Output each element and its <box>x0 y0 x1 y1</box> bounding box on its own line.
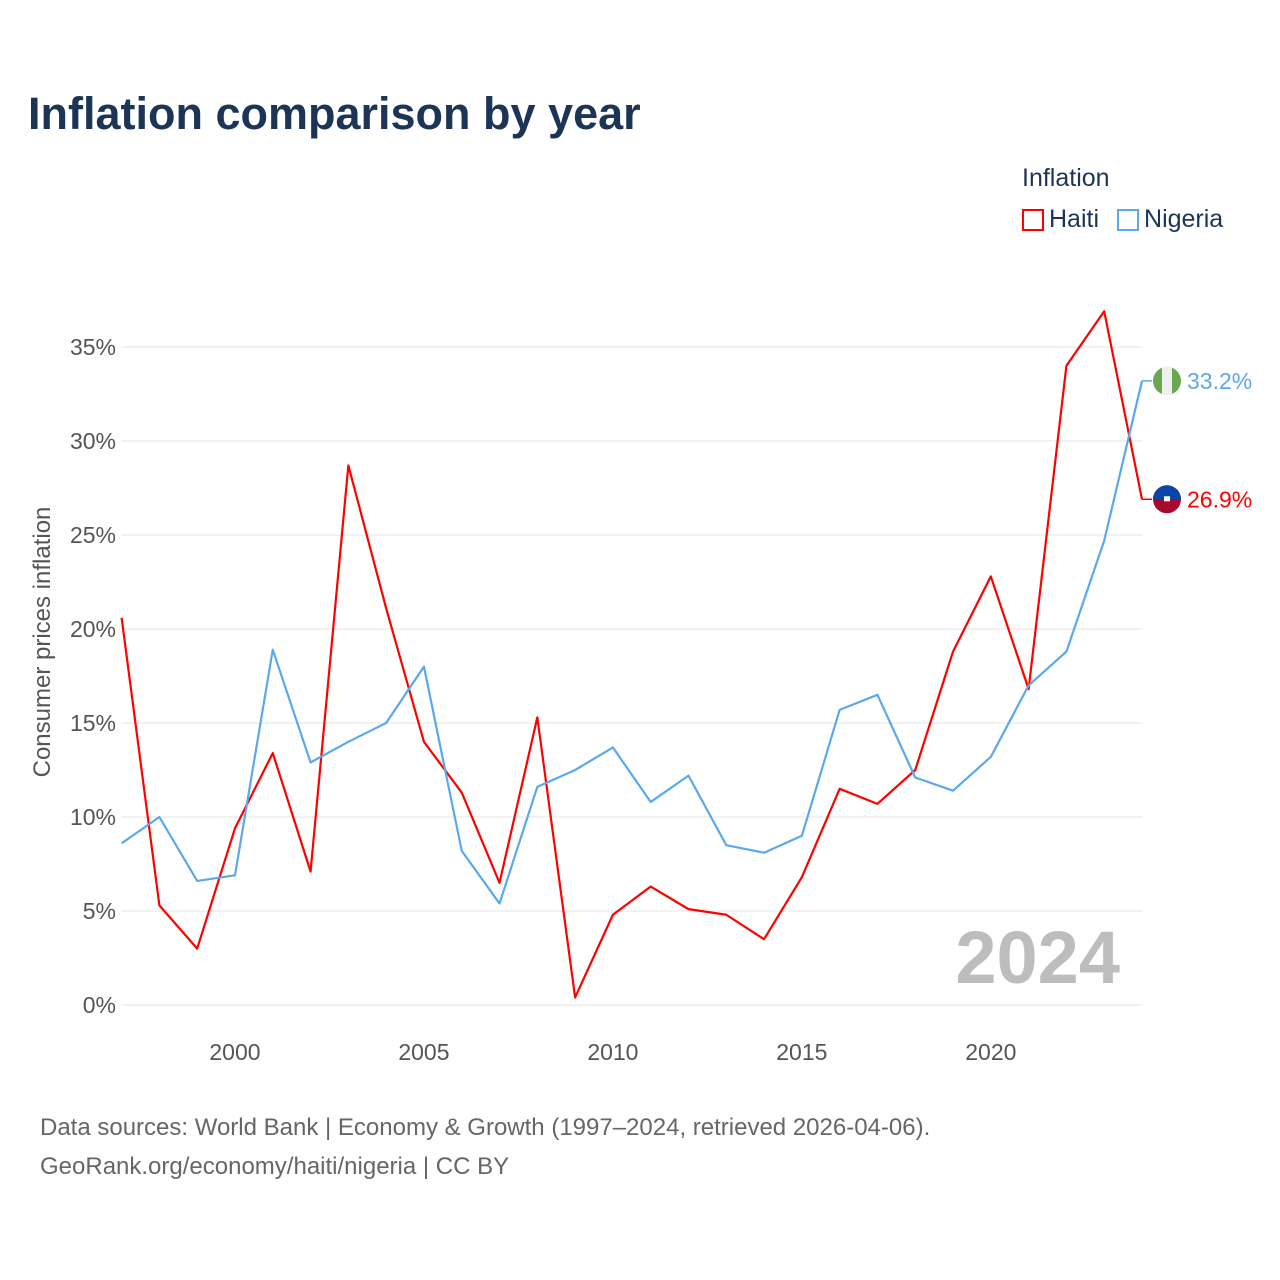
haiti-flag-icon <box>1153 485 1181 514</box>
legend-item-nigeria[interactable]: Nigeria <box>1117 205 1223 234</box>
legend-item-haiti[interactable]: Haiti <box>1022 205 1099 234</box>
source-line-2[interactable]: GeoRank.org/economy/haiti/nigeria | CC B… <box>40 1153 510 1180</box>
year-watermark: 2024 <box>955 916 1120 999</box>
y-tick-label: 35% <box>70 334 116 360</box>
source-line-1: Data sources: World Bank | Economy & Gro… <box>40 1114 931 1141</box>
nigeria-swatch-icon <box>1117 208 1140 231</box>
y-tick-label: 10% <box>70 804 116 830</box>
legend: Haiti Nigeria <box>1022 205 1223 234</box>
flag-stripe <box>1162 366 1172 395</box>
series-line-nigeria <box>120 380 1144 905</box>
series-line-haiti <box>120 310 1144 999</box>
x-tick-label: 2020 <box>965 1039 1016 1065</box>
y-tick-label: 15% <box>70 710 116 736</box>
y-tick-label: 20% <box>70 616 116 642</box>
end-value-label: 33.2% <box>1187 368 1252 394</box>
chart-title: Inflation comparison by year <box>28 88 641 139</box>
legend-title: Inflation <box>1022 164 1110 192</box>
y-tick-label: 30% <box>70 428 116 454</box>
y-tick-label: 25% <box>70 522 116 548</box>
source-note: Data sources: World Bank | Economy & Gro… <box>40 1108 930 1186</box>
nigeria-flag-icon <box>1153 366 1181 395</box>
x-tick-label: 2005 <box>398 1039 449 1065</box>
legend-label: Nigeria <box>1144 205 1224 233</box>
legend-label: Haiti <box>1049 205 1100 233</box>
flag-emblem <box>1164 496 1170 502</box>
x-tick-label: 2015 <box>776 1039 827 1065</box>
y-tick-label: 5% <box>83 898 116 924</box>
y-axis-label: Consumer prices inflation <box>29 507 56 778</box>
x-tick-label: 2000 <box>209 1039 260 1065</box>
y-tick-label: 0% <box>83 992 116 1018</box>
flag-top <box>1153 485 1181 500</box>
haiti-swatch-icon <box>1022 208 1044 231</box>
x-tick-label: 2010 <box>587 1039 638 1065</box>
end-value-label: 26.9% <box>1187 486 1252 512</box>
